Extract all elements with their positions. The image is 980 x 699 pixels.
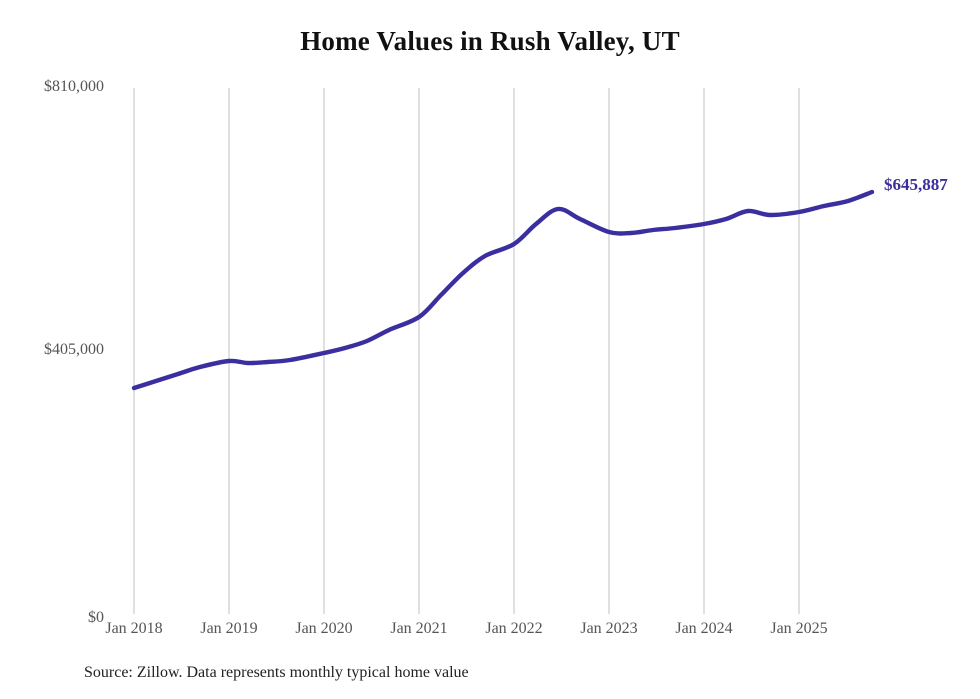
x-axis-tick-label: Jan 2023 bbox=[580, 620, 638, 637]
x-axis-tick-label: Jan 2020 bbox=[295, 620, 353, 637]
y-axis-label-top: $810,000 bbox=[44, 78, 104, 95]
x-axis-tick-label: Jan 2019 bbox=[200, 620, 258, 637]
x-axis-tick-label: Jan 2025 bbox=[770, 620, 828, 637]
source-note: Source: Zillow. Data represents monthly … bbox=[84, 664, 469, 681]
y-axis-label-middle: $405,000 bbox=[44, 341, 104, 358]
chart-title: Home Values in Rush Valley, UT bbox=[300, 26, 680, 56]
x-axis-tick-label: Jan 2024 bbox=[675, 620, 733, 637]
gridline-group bbox=[133, 88, 800, 614]
x-axis-tick-label: Jan 2018 bbox=[105, 620, 163, 637]
end-value-annotation: $645,887 bbox=[884, 175, 948, 194]
y-axis-label-bottom: $0 bbox=[88, 609, 104, 626]
x-axis-tick-label: Jan 2022 bbox=[485, 620, 543, 637]
home-value-line bbox=[131, 189, 875, 391]
x-axis-tick-label: Jan 2021 bbox=[390, 620, 448, 637]
